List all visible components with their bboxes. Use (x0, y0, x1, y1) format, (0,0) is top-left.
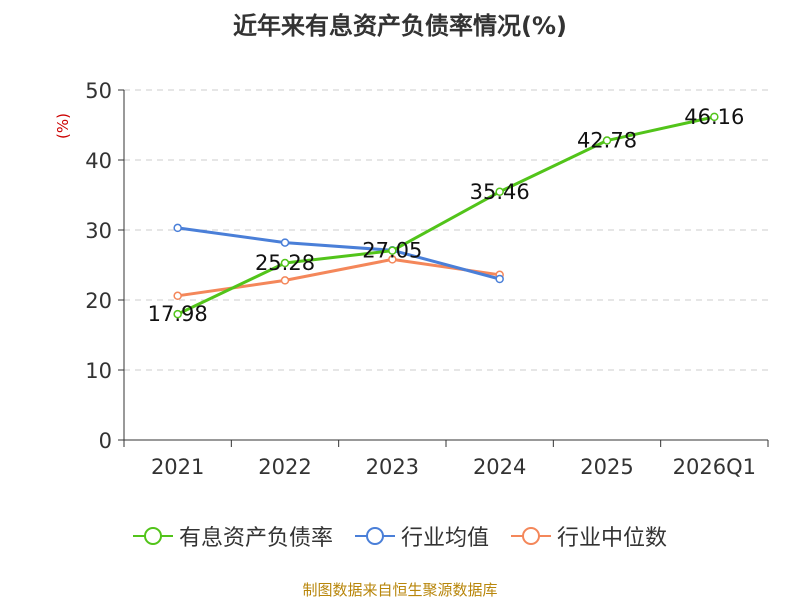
legend-median-label: 行业中位数 (557, 526, 668, 551)
legend-rate-icon (132, 527, 173, 545)
series-1-point-2022 (280, 238, 290, 247)
y-axis-label: (%) (54, 113, 72, 139)
x-tick-label-2022: 2022 (258, 455, 311, 479)
chart-legend: 有息资产负债率 行业均值 行业中位数 (0, 520, 800, 552)
series-0-point-2023 (388, 246, 397, 255)
x-tick-label-2025: 2025 (580, 455, 633, 479)
data-label-2024: 35.46 (470, 180, 530, 204)
data-label-2025: 42.78 (577, 129, 637, 153)
series-0-point-2025 (602, 136, 612, 145)
series-line-0 (177, 115, 715, 316)
y-tick-label-0: 0 (99, 429, 112, 453)
legend-item-industry-median[interactable]: 行业中位数 (511, 520, 667, 552)
legend-rate-label: 有息资产负债率 (178, 526, 333, 551)
data-label-2026Q1: 46.16 (684, 105, 744, 129)
source-footer: 制图数据来自恒生聚源数据库 (302, 581, 498, 599)
y-tick-label-40: 40 (85, 149, 112, 173)
legend-item-industry-mean[interactable]: 行业均值 (354, 520, 489, 552)
y-tick-label-30: 30 (85, 219, 112, 243)
series-2-point-2023 (388, 255, 397, 264)
x-tick-label-2023: 2023 (366, 455, 419, 479)
series-0-point-2022 (280, 258, 290, 268)
series-line-1 (177, 226, 501, 281)
y-tick-label-50: 50 (85, 79, 112, 103)
x-tick-label-2024: 2024 (473, 455, 526, 479)
data-label-2021: 17.98 (148, 302, 208, 326)
series-0-point-2024 (495, 187, 504, 197)
legend-mean-icon (354, 527, 395, 545)
series-1-point-2021 (173, 223, 182, 233)
x-tick-label-2021: 2021 (151, 455, 204, 479)
legend-median-icon (511, 527, 551, 545)
data-label-2022: 25.28 (255, 251, 315, 275)
y-tick-label-20: 20 (85, 289, 112, 313)
series-2-point-2021 (173, 291, 182, 301)
data-label-2023: 27.05 (362, 239, 422, 263)
series-0-point-2021 (173, 309, 182, 319)
series-0-point-2026Q1 (710, 112, 719, 122)
y-tick-label-10: 10 (85, 359, 112, 383)
series-2-point-2022 (280, 276, 290, 285)
legend-mean-label: 行业均值 (400, 526, 489, 551)
legend-item-rate[interactable]: 有息资产负债率 (132, 520, 333, 552)
x-tick-label-2026Q1: 2026Q1 (673, 455, 756, 479)
chart-title: 近年来有息资产负债率情况(%) (233, 12, 567, 40)
series-1-point-2024 (495, 274, 504, 284)
